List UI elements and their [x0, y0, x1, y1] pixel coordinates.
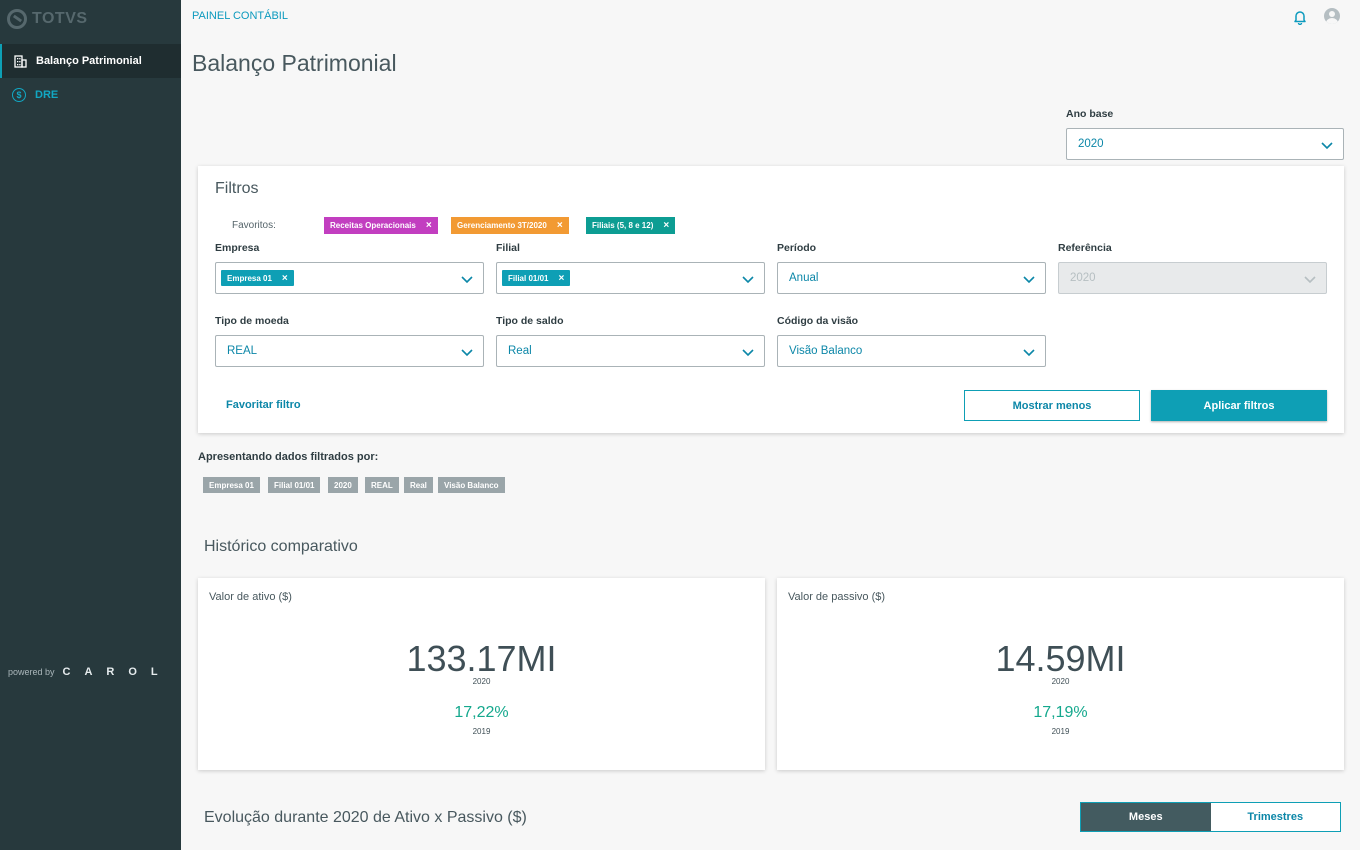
passivo-value: 14.59MI: [995, 638, 1126, 679]
favorite-chip-label: Receitas Operacionais: [330, 221, 416, 230]
referencia-value: 2020: [1070, 272, 1096, 284]
favorites-label: Favoritos:: [232, 220, 276, 231]
favoritar-filtro-link[interactable]: Favoritar filtro: [226, 399, 301, 411]
chevron-down-icon: [461, 276, 473, 284]
applied-chip: 2020: [328, 477, 358, 493]
applied-filters-label: Apresentando dados filtrados por:: [198, 451, 379, 463]
filial-label: Filial: [496, 242, 520, 254]
empresa-label: Empresa: [215, 242, 260, 254]
tipo-saldo-select[interactable]: Real: [496, 335, 765, 367]
sidebar-item-balanco[interactable]: Balanço Patrimonial: [0, 44, 181, 78]
referencia-label: Referência: [1058, 242, 1112, 254]
empresa-select[interactable]: Empresa 01 ×: [215, 262, 484, 294]
powered-by-text: powered by: [8, 667, 55, 677]
chevron-down-icon: [1023, 276, 1035, 284]
building-icon: [13, 54, 27, 68]
close-icon[interactable]: ×: [425, 220, 432, 231]
empresa-tag-label: Empresa 01: [227, 273, 272, 283]
chevron-down-icon: [461, 349, 473, 357]
periodo-label: Período: [777, 242, 817, 254]
close-icon[interactable]: ×: [663, 220, 670, 231]
close-icon[interactable]: ×: [281, 272, 288, 284]
chevron-down-icon: [742, 349, 754, 357]
ativo-card: Valor de ativo ($) 133.17MI 2020 17,22% …: [198, 578, 765, 770]
referencia-select: 2020: [1058, 262, 1327, 294]
tipo-moeda-select[interactable]: REAL: [215, 335, 484, 367]
evolucao-title: Evolução durante 2020 de Ativo x Passivo…: [204, 809, 527, 826]
totvs-logo[interactable]: TOTVS: [7, 8, 88, 30]
tipo-moeda-label: Tipo de moeda: [215, 315, 289, 327]
period-toggle: Meses Trimestres: [1080, 802, 1341, 832]
sidebar: TOTVS Balanço Patrimonial $ DRE powered …: [0, 0, 181, 850]
passivo-year: 2020: [1051, 677, 1070, 686]
filial-select[interactable]: Filial 01/01 ×: [496, 262, 765, 294]
chevron-down-icon: [1304, 276, 1316, 284]
dollar-circle-icon: $: [12, 88, 26, 102]
sidebar-item-label: Balanço Patrimonial: [36, 55, 142, 67]
filters-card: Filtros Favoritos: Receitas Operacionais…: [198, 166, 1344, 433]
carol-logo: CAROL: [62, 666, 172, 678]
close-icon[interactable]: ×: [558, 272, 565, 284]
ativo-prev-year: 2019: [472, 727, 491, 736]
passivo-label: Valor de passivo ($): [788, 591, 886, 603]
user-avatar-icon[interactable]: [1324, 8, 1340, 24]
sidebar-item-dre[interactable]: $ DRE: [0, 78, 181, 112]
filters-title: Filtros: [215, 180, 259, 197]
ativo-label: Valor de ativo ($): [209, 591, 292, 603]
totvs-logo-icon: [7, 9, 27, 29]
aplicar-filtros-button[interactable]: Aplicar filtros: [1151, 390, 1327, 421]
chevron-down-icon: [1321, 142, 1333, 150]
mostrar-menos-button[interactable]: Mostrar menos: [964, 390, 1140, 421]
toggle-meses[interactable]: Meses: [1081, 803, 1211, 831]
tipo-saldo-value: Real: [508, 345, 532, 357]
filial-tag-label: Filial 01/01: [508, 273, 549, 283]
codigo-visao-select[interactable]: Visão Balanco: [777, 335, 1046, 367]
applied-chip: REAL: [365, 477, 399, 493]
codigo-visao-label: Código da visão: [777, 315, 859, 327]
favorite-chip-receitas[interactable]: Receitas Operacionais ×: [324, 217, 438, 234]
periodo-select[interactable]: Anual: [777, 262, 1046, 294]
applied-chip: Visão Balanco: [438, 477, 505, 493]
toggle-trimestres[interactable]: Trimestres: [1210, 803, 1340, 831]
breadcrumb[interactable]: PAINEL CONTÁBIL: [192, 10, 288, 22]
ano-base-label: Ano base: [1066, 108, 1114, 120]
ativo-pct: 17,22%: [454, 704, 509, 721]
codigo-visao-value: Visão Balanco: [789, 345, 863, 357]
favorite-chip-gerenciamento[interactable]: Gerenciamento 3T/2020 ×: [451, 217, 569, 234]
historico-title: Histórico comparativo: [204, 538, 358, 555]
passivo-pct: 17,19%: [1033, 704, 1088, 721]
close-icon[interactable]: ×: [556, 220, 563, 231]
periodo-value: Anual: [789, 272, 819, 284]
logo-text: TOTVS: [32, 10, 88, 27]
ativo-year: 2020: [472, 677, 491, 686]
page-title: Balanço Patrimonial: [192, 50, 397, 76]
tipo-saldo-label: Tipo de saldo: [496, 315, 564, 327]
sidebar-item-label: DRE: [35, 89, 59, 101]
favorite-chip-label: Filiais (5, 8 e 12): [592, 221, 654, 230]
ano-base-value: 2020: [1078, 138, 1104, 150]
ativo-value: 133.17MI: [406, 638, 557, 679]
applied-chip: Filial 01/01: [268, 477, 321, 493]
powered-by: powered by CAROL: [8, 666, 172, 678]
favorite-chip-filiais[interactable]: Filiais (5, 8 e 12) ×: [586, 217, 676, 234]
chevron-down-icon: [1023, 349, 1035, 357]
applied-chip: Real: [404, 477, 433, 493]
bell-icon[interactable]: [1292, 9, 1308, 26]
empresa-tag[interactable]: Empresa 01 ×: [221, 270, 294, 286]
passivo-prev-year: 2019: [1051, 727, 1070, 736]
filial-tag[interactable]: Filial 01/01 ×: [502, 270, 571, 286]
favorite-chip-label: Gerenciamento 3T/2020: [457, 221, 547, 230]
ano-base-select[interactable]: 2020: [1066, 128, 1344, 160]
chevron-down-icon: [742, 276, 754, 284]
passivo-card: Valor de passivo ($) 14.59MI 2020 17,19%…: [777, 578, 1344, 770]
tipo-moeda-value: REAL: [227, 345, 258, 357]
applied-chip: Empresa 01: [203, 477, 260, 493]
